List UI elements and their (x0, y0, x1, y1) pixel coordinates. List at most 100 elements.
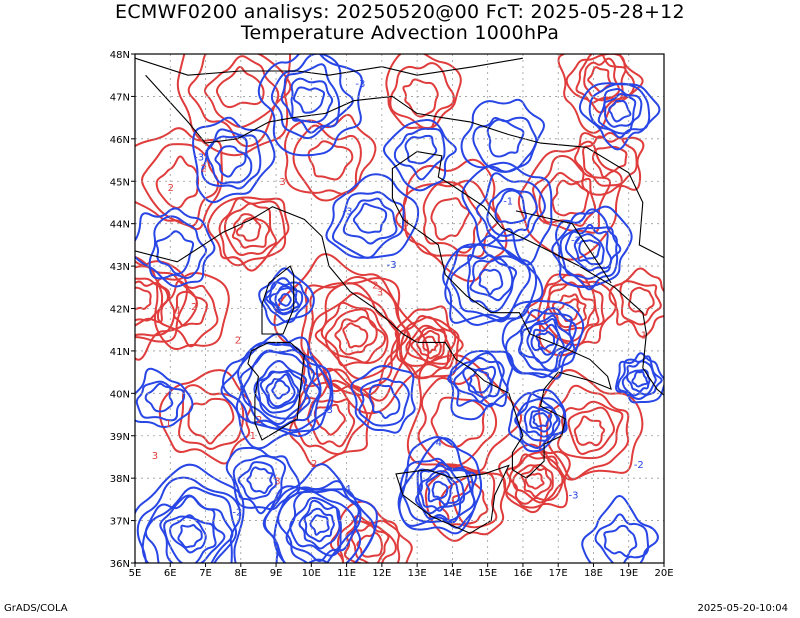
cold-advection-contour (265, 373, 296, 408)
chart-title-line1: ECMWF0200 analisys: 20250520@00 FcT: 202… (115, 1, 685, 23)
cold-advection-contour (220, 336, 332, 450)
cold-advection-contour (192, 116, 276, 204)
lon-tick-label: 11E (337, 568, 356, 579)
warm-advection-contour (314, 282, 401, 380)
cold-advection-contour (368, 384, 401, 419)
warm-advection-contour (402, 78, 439, 118)
contour-value-label: -2 (571, 236, 581, 247)
warm-advection-contour (619, 280, 662, 326)
warm-advection-contour (395, 158, 508, 283)
cold-advection-contour (303, 507, 335, 543)
cold-advection-contour (271, 379, 291, 400)
cold-advection-contour (135, 207, 216, 288)
contour-value-label: 2 (235, 335, 241, 346)
balkan-border (508, 134, 664, 259)
lat-tick-label: 47N (110, 92, 130, 103)
cold-advection-contour (290, 77, 334, 124)
corsica-coastline (261, 265, 295, 335)
warm-advection-contour (627, 286, 655, 316)
contour-value-label: -3 (194, 153, 204, 164)
cold-advection-contour (469, 368, 492, 394)
contour-value-label: 2 (311, 459, 317, 470)
sicily-coastline (395, 464, 510, 534)
cold-advection-contour (415, 461, 466, 515)
cold-advection-contour (460, 98, 545, 173)
cold-advection-contour (246, 466, 274, 494)
cold-advection-contour (280, 63, 341, 134)
cold-advection-contour (626, 368, 651, 393)
contour-value-label: 2 (201, 164, 207, 175)
cold-advection-contour (631, 370, 649, 388)
cold-advection-contour (200, 128, 262, 190)
cold-advection-contour (418, 470, 460, 512)
cold-advection-contour (515, 398, 561, 442)
warm-advection-contour (215, 65, 265, 109)
warm-advection-contour (135, 259, 189, 343)
warm-advection-contour (438, 471, 498, 529)
cold-advection-contour (461, 161, 553, 266)
cold-advection-contour (501, 299, 585, 379)
lat-tick-label: 43N (110, 262, 130, 273)
cold-advection-contour (588, 82, 651, 139)
contour-value-label: -3 (323, 405, 333, 416)
contour-value-label: 1 (165, 419, 171, 430)
cold-advection-contour (350, 365, 416, 434)
cold-advection-contour (404, 134, 438, 165)
warm-advection-contour (284, 113, 377, 195)
warm-advection-contour (416, 329, 442, 360)
cold-advection-contour (397, 437, 478, 529)
warm-advection-contour (406, 354, 523, 473)
cold-advection-contour (177, 524, 203, 549)
cold-advection-contour (257, 360, 311, 420)
cold-advection-contour (466, 254, 518, 313)
cold-advection-contour (135, 463, 245, 563)
cold-advection-contour (285, 489, 357, 562)
lon-tick-label: 16E (513, 568, 532, 579)
cold-advection-contour (453, 356, 505, 403)
lat-tick-label: 36N (110, 559, 130, 570)
lat-tick-label: 41N (110, 347, 130, 358)
cold-advection-contour (235, 333, 322, 437)
cold-advection-contour (518, 314, 574, 372)
lon-tick-label: 12E (372, 568, 391, 579)
cold-advection-contour (431, 480, 449, 500)
cold-advection-contour (325, 173, 420, 259)
warm-advection-contour (582, 135, 638, 187)
latitude-axis: 48N 47N 46N 45N 44N 43N 42N 41N 40N 39N 38N 37N 36N (110, 50, 135, 570)
cold-advection-contour (352, 202, 388, 234)
lon-tick-label: 15E (478, 568, 497, 579)
warm-advection-contour (342, 322, 369, 349)
contour-value-label: -3 (343, 207, 353, 218)
cold-advection-contour (535, 330, 556, 350)
cold-advection-contour (608, 99, 632, 123)
contour-value-label: 2 (191, 302, 197, 313)
lon-tick-label: 13E (408, 568, 427, 579)
lat-tick-label: 39N (110, 432, 130, 443)
cold-advection-contour (523, 405, 559, 438)
warm-advection-contour (207, 196, 290, 272)
contour-value-label: 1 (641, 330, 647, 341)
cold-advection-contour (169, 514, 207, 554)
cold-advection-contour (530, 323, 560, 356)
contour-value-label: 2 (168, 183, 174, 194)
warm-advection-contour (520, 465, 552, 498)
warm-advection-contour (153, 271, 230, 351)
cold-advection-contour (277, 293, 292, 307)
alpine-border (145, 74, 509, 144)
contour-value-label: 1 (250, 431, 256, 442)
contour-value-label: -4 (432, 438, 442, 449)
cold-advection-contour (393, 127, 446, 181)
cold-advection-contour (621, 360, 657, 397)
warm-advection-contour (524, 472, 545, 490)
cold-advection-contour (155, 230, 195, 275)
contour-value-label: -2 (232, 508, 242, 519)
warm-advection-contour (538, 172, 597, 227)
warm-advection-contour (402, 179, 500, 258)
cold-advection-contour (615, 352, 664, 404)
warm-advection-contour (172, 290, 208, 327)
warm-advection-contour (389, 62, 455, 130)
lon-tick-label: 14E (443, 568, 462, 579)
warm-advection-contour (410, 326, 448, 364)
